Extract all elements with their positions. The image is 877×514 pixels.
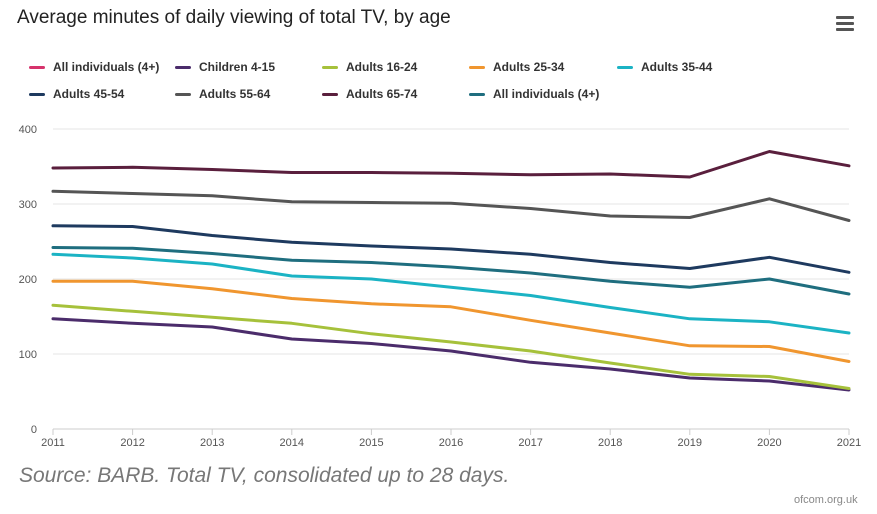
y-tick-label: 0: [31, 424, 37, 436]
legend-swatch: [29, 92, 45, 96]
series-line: [51, 279, 851, 363]
legend-item[interactable]: Adults 35-44: [617, 59, 712, 75]
legend-label: All individuals (4+): [493, 87, 600, 101]
legend-item[interactable]: Adults 45-54: [29, 86, 124, 102]
y-tick-label: 200: [19, 274, 37, 286]
legend-label: Adults 45-54: [53, 87, 125, 101]
x-tick-label: 2021: [837, 437, 861, 449]
legend-item[interactable]: Children 4-15: [175, 59, 275, 75]
legend-swatch: [322, 92, 338, 96]
x-tick-label: 2011: [41, 437, 65, 449]
credit-link[interactable]: ofcom.org.uk: [794, 494, 858, 506]
legend-label: Adults 55-64: [199, 87, 271, 101]
series-line: [51, 252, 851, 335]
x-tick-label: 2020: [757, 437, 781, 449]
legend-swatch: [29, 65, 45, 69]
chart-legend: All individuals (4+) Children 4-15 Adult…: [0, 0, 877, 110]
y-tick-label: 100: [19, 349, 37, 361]
legend-swatch: [175, 65, 191, 69]
x-tick-label: 2013: [200, 437, 224, 449]
legend-swatch: [617, 65, 633, 69]
source-note: Source: BARB. Total TV, consolidated up …: [19, 464, 510, 487]
series-line: [51, 189, 851, 222]
legend-label: Children 4-15: [199, 60, 276, 74]
chart-title: Average minutes of daily viewing of tota…: [17, 7, 451, 28]
series-line: [51, 224, 851, 274]
x-tick-label: 2017: [518, 437, 542, 449]
legend-swatch: [322, 65, 338, 69]
legend-swatch: [469, 65, 485, 69]
legend-item[interactable]: Adults 65-74: [322, 86, 417, 102]
legend-item[interactable]: Adults 25-34: [469, 59, 564, 75]
x-tick-label: 2016: [439, 437, 463, 449]
hamburger-menu-icon[interactable]: [836, 16, 854, 32]
legend-item[interactable]: Adults 16-24: [322, 59, 417, 75]
x-tick-label: 2015: [359, 437, 383, 449]
legend-label: Adults 65-74: [346, 87, 418, 101]
series-line: [51, 317, 851, 392]
legend-label: Adults 25-34: [493, 60, 565, 74]
legend-item[interactable]: Adults 55-64: [175, 86, 270, 102]
legend-label: Adults 35-44: [641, 60, 713, 74]
series-line: [51, 303, 851, 390]
series-line: [51, 150, 851, 179]
x-tick-label: 2019: [678, 437, 702, 449]
series-line: [51, 246, 851, 296]
legend-label: Adults 16-24: [346, 60, 418, 74]
legend-label: All individuals (4+): [53, 60, 160, 74]
legend-swatch: [469, 92, 485, 96]
x-tick-label: 2014: [280, 437, 304, 449]
legend-swatch: [175, 92, 191, 96]
legend-item[interactable]: All individuals (4+): [469, 86, 599, 102]
x-tick-label: 2018: [598, 437, 622, 449]
line-chart: 0 100 200 300 400 2011 2012 2013 2014 2015 2016 201…: [19, 124, 862, 449]
y-tick-label: 400: [19, 124, 37, 136]
y-tick-label: 300: [19, 199, 37, 211]
x-tick-label: 2012: [120, 437, 144, 449]
legend-item[interactable]: All individuals (4+): [29, 59, 159, 75]
